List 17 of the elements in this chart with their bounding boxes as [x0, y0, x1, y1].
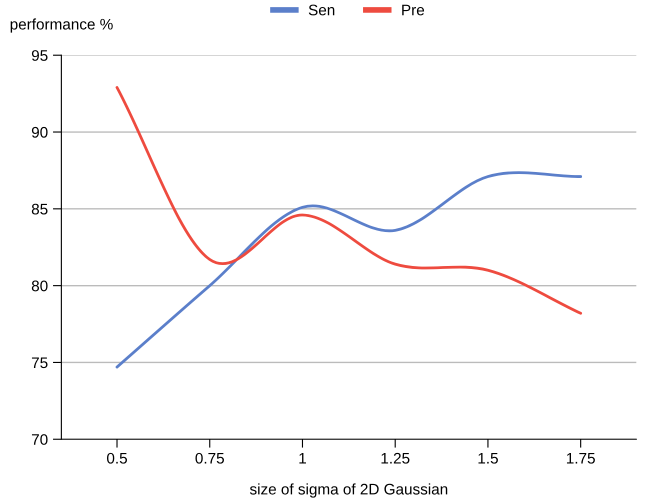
x-tick-label: 1.5 [478, 453, 498, 464]
x-tick-label: 1.75 [566, 453, 595, 464]
line-series [116, 86, 582, 315]
legend-label: Sen [308, 4, 334, 16]
x-axis-title: size of sigma of 2D Gaussian [250, 483, 448, 498]
y-axis-title: performance % [10, 18, 113, 33]
y-tick-label: 75 [32, 357, 48, 368]
x-tick-label: 1 [299, 453, 306, 464]
x-tick-label: 0.5 [106, 452, 127, 464]
x-tick-label: 0.75 [195, 452, 224, 464]
y-tick-label: 85 [32, 204, 48, 215]
y-tick-label: 95 [32, 50, 48, 61]
y-tick-label: 80 [32, 280, 48, 292]
legend-label: Pre [402, 4, 424, 16]
y-tick-label: 70 [32, 434, 48, 445]
y-tick-label: 90 [32, 126, 48, 138]
x-tick-label: 1.25 [382, 452, 410, 464]
